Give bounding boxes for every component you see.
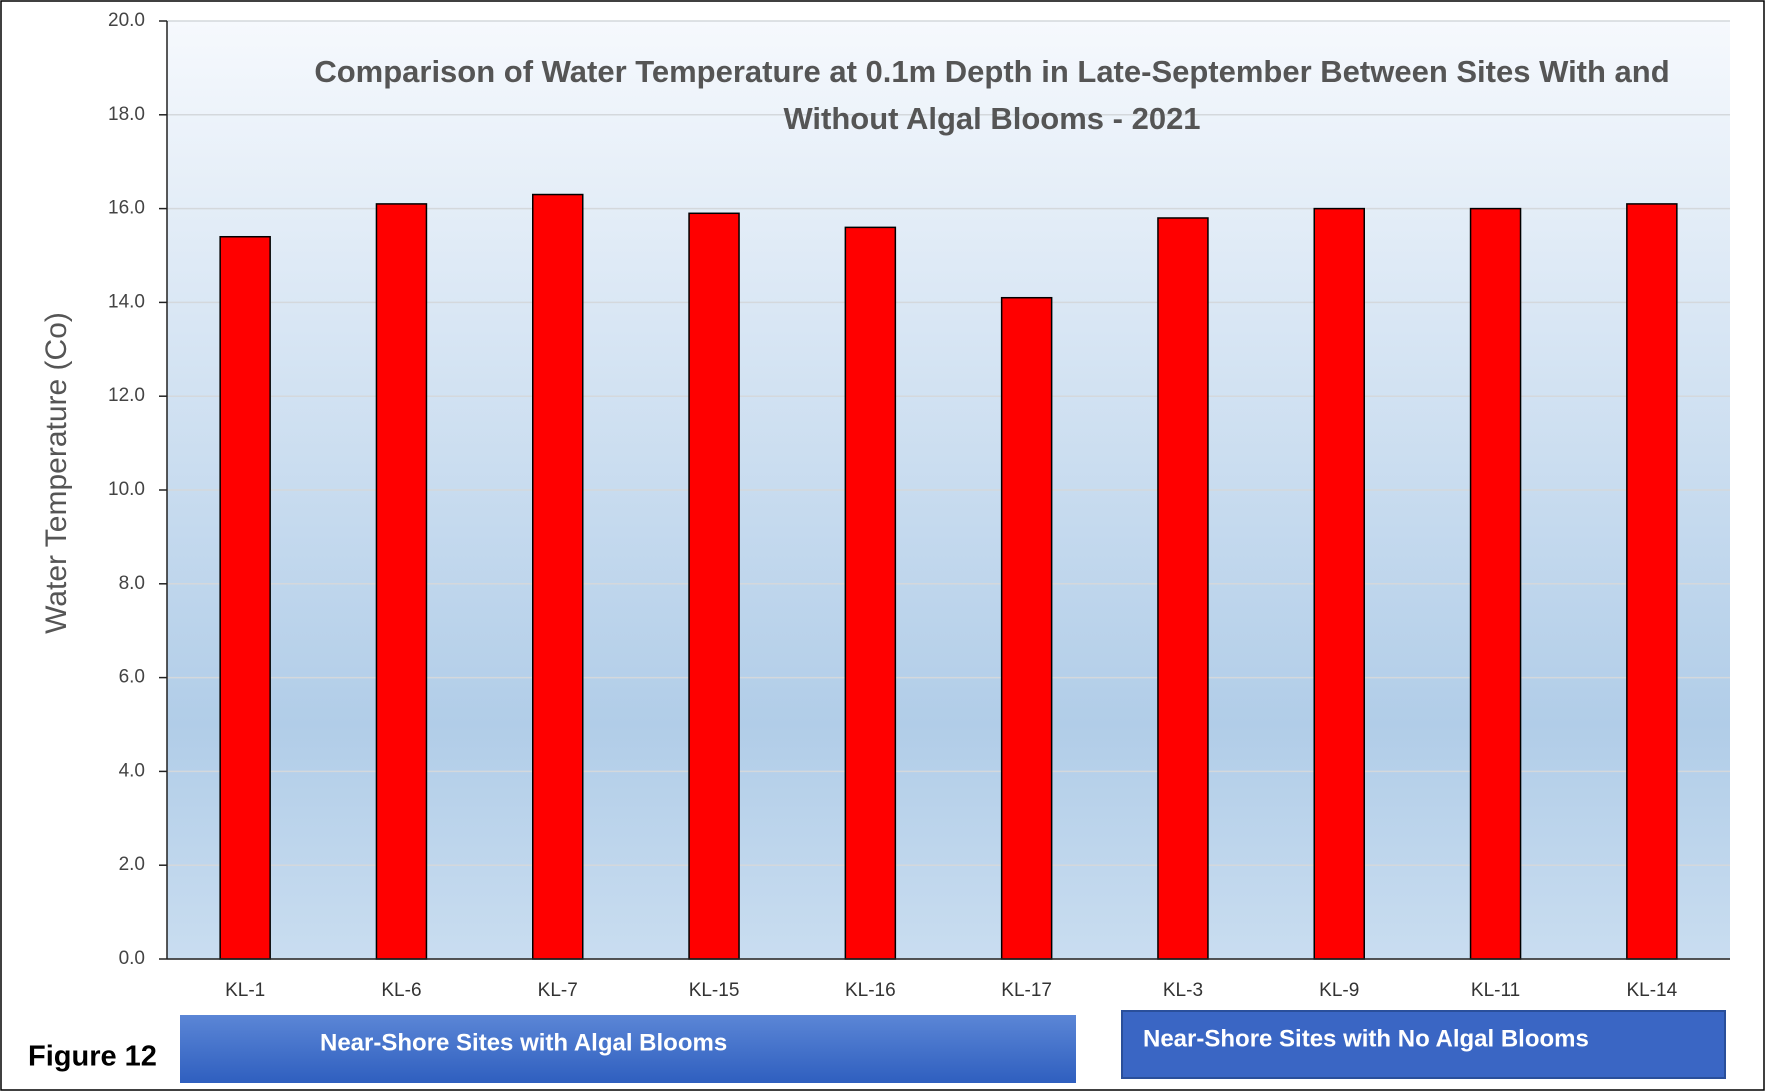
y-tick-label: 2.0 (119, 854, 145, 875)
bar (219, 235, 271, 960)
y-tick-label: 12.0 (108, 385, 145, 406)
y-axis-label: Water Temperature (Co) (40, 312, 73, 634)
bar (1000, 296, 1053, 960)
figure-label: Figure 12 (28, 1041, 157, 1073)
bar (844, 226, 897, 960)
chart-title: Comparison of Water Temperature at 0.1m … (314, 54, 1670, 136)
bar (1469, 207, 1522, 960)
x-tick-label: KL-7 (538, 980, 578, 1001)
group-box (1121, 1010, 1726, 1079)
y-tick-label: 20.0 (108, 10, 145, 31)
y-tick-label: 18.0 (108, 104, 145, 125)
x-tick-label: KL-17 (1001, 980, 1052, 1001)
x-tick-label: KL-14 (1626, 980, 1677, 1001)
y-tick-label: 6.0 (119, 667, 145, 688)
x-tick-label: KL-6 (381, 980, 421, 1001)
y-tick-label: 10.0 (108, 479, 145, 500)
x-tick-label: KL-9 (1319, 980, 1359, 1001)
y-tick-label: 16.0 (108, 198, 145, 219)
x-tick-label: KL-11 (1471, 980, 1520, 1001)
group-box (180, 1015, 1076, 1083)
group-label: Near-Shore Sites with No Algal Blooms (1143, 1025, 1589, 1052)
x-tick-label: KL-1 (225, 980, 265, 1001)
y-tick-label: 8.0 (119, 573, 145, 594)
group-label: Near-Shore Sites with Algal Blooms (320, 1029, 727, 1056)
bar (1157, 217, 1209, 960)
x-tick-label: KL-16 (845, 980, 896, 1001)
y-tick-label: 14.0 (108, 291, 145, 312)
bar (532, 193, 584, 960)
x-tick-label: KL-15 (689, 980, 740, 1001)
bar (688, 212, 740, 960)
bar (375, 203, 428, 960)
bar (1626, 203, 1678, 960)
y-tick-label: 4.0 (119, 760, 145, 781)
bar (1313, 207, 1365, 960)
y-tick-label: 0.0 (119, 948, 145, 969)
x-tick-label: KL-3 (1163, 980, 1203, 1001)
